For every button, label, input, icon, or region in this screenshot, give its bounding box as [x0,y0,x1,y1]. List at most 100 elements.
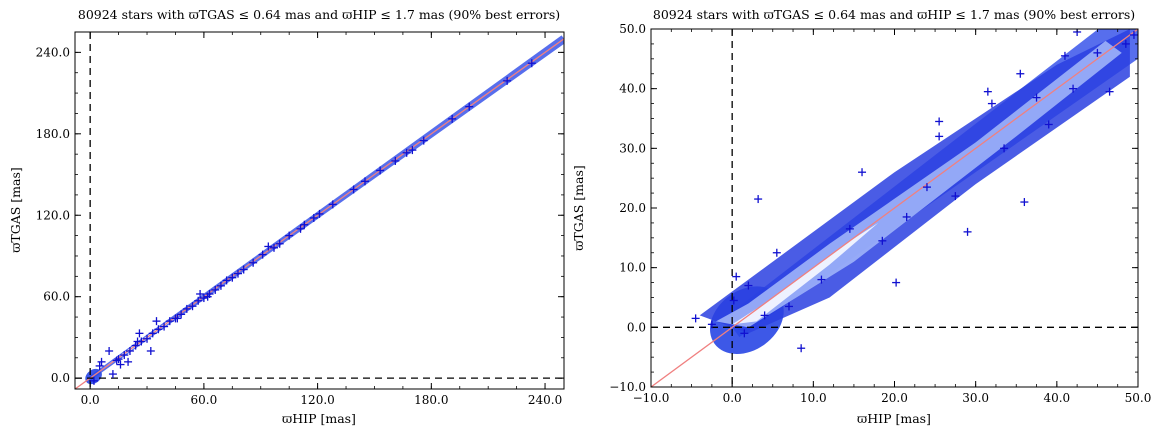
data-point [124,357,133,366]
data-point [1060,51,1069,60]
data-point [143,334,152,343]
y-axis-label-right: ϖTGAS [mas] [571,165,586,251]
data-point [729,296,738,305]
x-tick-label: 0.0 [723,391,742,405]
x-tick-label: 180.0 [414,393,448,407]
y-tick-label: 50.0 [619,22,646,36]
data-point [203,292,212,301]
data-point [216,281,225,290]
x-tick-label: 0.0 [81,393,100,407]
data-point [1000,144,1009,153]
data-point [116,360,125,369]
x-tick-label: 20.0 [881,391,908,405]
data-point [391,156,400,165]
data-point [784,302,793,311]
data-point [1020,198,1029,207]
axes-frame-left [74,31,565,390]
data-point [154,325,163,334]
data-point [234,269,242,278]
data-point [315,209,324,218]
density-inner [715,40,1122,328]
y-tick-label: 120.0 [36,208,70,222]
data-point [1121,39,1130,48]
data-point [744,281,753,290]
data-point [963,227,972,236]
data-point [1069,84,1078,93]
data-point [1032,93,1041,102]
data-point [300,220,309,229]
x-axis-label-left: ϖHIP [mas] [282,411,356,426]
data-point [527,59,536,68]
x-tick-label: 50.0 [1125,391,1152,405]
data-point [105,346,114,355]
data-point [1016,69,1025,78]
data-point [760,311,769,320]
y-tick-label: 60.0 [43,290,70,304]
data-point [196,289,205,298]
density-halo [699,29,1130,334]
panel-left: 80924 stars with ϖTGAS ≤ 0.64 mas and ϖH… [8,7,565,426]
data-point [309,213,318,222]
y-tick-label: 0.0 [627,320,646,334]
data-point [120,351,129,360]
data-point [1129,30,1138,39]
data-point [270,243,279,252]
data-point [173,314,182,323]
data-point [239,265,248,274]
data-point [691,314,700,323]
x-tick-label: 240.0 [528,393,562,407]
data-point [902,212,911,221]
data-point [892,278,901,287]
data-point [935,117,944,126]
data-point [194,296,203,305]
data-point [211,285,220,294]
x-tick-label: −10.0 [633,391,670,405]
data-point [402,148,411,157]
data-point [1044,120,1053,129]
data-point [858,168,867,177]
identity-line [75,37,564,389]
data-point [732,272,741,281]
data-point [89,376,98,385]
data-point [360,177,369,186]
data-point [160,322,169,331]
data-point [465,102,474,111]
data-point [419,136,428,145]
data-point [772,248,781,257]
data-point [112,356,121,365]
chart-title-right: 80924 stars with ϖTGAS ≤ 0.64 mas and ϖH… [653,7,1135,22]
data-point [177,310,186,319]
data-point [148,329,157,338]
data-point [448,114,457,123]
y-tick-label: 30.0 [619,141,646,155]
data-point [503,76,512,85]
data-point [135,329,144,338]
data-point [275,239,284,248]
ticks-right: −10.0 0.0 10.0 20.0 30.0 40.0 50.0 −10.0 0.0 10.0… [609,22,1151,405]
y-tick-label: 20.0 [619,201,646,215]
data-point [817,275,826,284]
chart-title-left: 80924 stars with ϖTGAS ≤ 0.64 mas and ϖH… [78,7,560,22]
data-point [797,344,806,353]
x-tick-label: 10.0 [800,391,827,405]
y-tick-label: 180.0 [36,127,70,141]
x-tick-label: 40.0 [1043,391,1070,405]
plot-area-left [75,32,564,389]
y-axis-label-left: ϖTGAS [mas] [8,167,23,253]
identity-line [651,29,1138,387]
data-point [108,370,117,379]
data-point [987,99,996,108]
y-tick-label: 240.0 [36,45,70,59]
x-tick-label: 30.0 [962,391,989,405]
data-point [754,195,763,204]
density-peak [732,222,879,325]
y-tick-label: 0.0 [51,371,70,385]
data-point [983,87,992,96]
data-point [228,273,237,282]
data-point [845,224,854,233]
data-point [249,258,258,267]
x-axis-label-right: ϖHIP [mas] [857,411,931,426]
data-point [114,355,123,364]
x-tick-label: 60.0 [191,393,218,407]
